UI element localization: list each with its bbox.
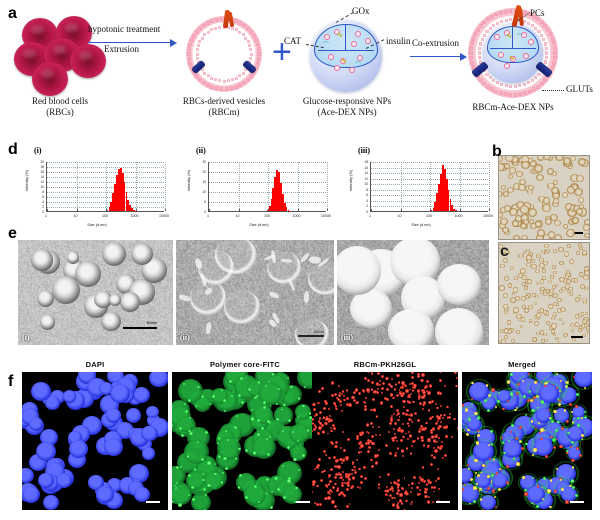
dls-chart-iii: 1 10 100 1000 10000 0 2 4 6 8 10 12 14 16 18 Size (d.nm… — [349, 155, 493, 227]
caption-rbcm-title: RBCs-derived vesicles — [182, 96, 266, 106]
confocal-merged-scalebar — [570, 501, 584, 503]
panel-b-micrograph — [498, 155, 590, 240]
panel-letter-d: d — [8, 141, 18, 158]
confocal-dapi-scalebar — [146, 501, 160, 503]
caption-rbcs: Red blood cells (RBCs) — [4, 96, 116, 118]
rbcm-vesicle-illustration — [186, 9, 262, 92]
confocal-pkh26-scalebar — [436, 501, 450, 503]
label-extrusion: Extrusion — [104, 44, 139, 54]
caption-np-title: Glucose-responsive NPs — [302, 96, 392, 106]
chart-id-ii: (ii) — [196, 146, 206, 155]
callout-insulin: insulin — [386, 36, 411, 46]
arrow1-head — [170, 38, 177, 47]
tem-id-iii: (iii) — [341, 333, 353, 342]
arrow1-line — [88, 42, 172, 43]
panel-letter-b: b — [492, 143, 502, 160]
tem-id-ii: (ii) — [180, 333, 190, 342]
callout-pcs: PCs — [530, 8, 545, 18]
tem-i-scalebar — [123, 326, 157, 329]
panel-letter-f: f — [8, 373, 14, 390]
tem-id-i: (i) — [22, 333, 30, 342]
callout-gluts: GLUTs — [566, 84, 593, 94]
caption-rbcm-ace-dex: RBCm-Ace-DEX NPs — [458, 102, 568, 113]
panel-f-header-merged: Merged — [508, 360, 536, 369]
ace-dex-np-illustration: ∿ ∿ ⌒ ⌒ — [310, 20, 382, 92]
callout-gox: GOx — [352, 6, 370, 16]
panel-letter-c: c — [500, 243, 509, 260]
chart-id-i: (i) — [34, 146, 42, 155]
arrow2-head — [460, 52, 467, 61]
callout-cat: CAT — [284, 36, 302, 46]
rbc-cluster-illustration — [14, 16, 106, 96]
panel-c-scalebar — [571, 336, 583, 338]
dls-chart-ii: 1 10 100 1000 10000 0 5 10 15 20 25 Size (d.nm) Inte… — [187, 155, 331, 227]
label-co-extrusion: Co-extrusion — [412, 38, 459, 48]
caption-rbcs-subtitle: (RBCs) — [46, 107, 74, 117]
tem-image-ii: 500nm — [176, 240, 334, 345]
caption-final-title: RBCm-Ace-DEX NPs — [472, 102, 554, 112]
confocal-merged — [462, 372, 592, 510]
tem-image-iii: 100nm — [337, 240, 489, 345]
caption-ace-dex-np: Glucose-responsive NPs (Ace-DEX NPs) — [292, 96, 402, 118]
panel-letter-e: e — [8, 225, 17, 242]
plus-symbol: + — [272, 33, 292, 71]
tem-i-scalebar-label: 500nm — [146, 321, 157, 325]
confocal-dapi — [22, 372, 168, 510]
caption-rbcm: RBCs-derived vesicles (RBCm) — [176, 96, 272, 118]
inner-ace-dex-np: ∿ ∿ ⌒ — [483, 23, 543, 83]
panel-letter-a: a — [8, 5, 17, 22]
chart-id-iii: (iii) — [358, 146, 370, 155]
caption-rbcs-title: Red blood cells — [32, 96, 88, 106]
panel-c-micrograph — [498, 242, 590, 344]
panel-a-schematic: a Red blood cells (RBCs) hypotonic treat… — [0, 0, 600, 136]
panel-f-header-fitc: Polymer core-FITC — [209, 360, 281, 369]
confocal-pkh26 — [312, 372, 458, 510]
panel-b-scalebar — [571, 232, 583, 234]
tem-image-i: 500nm — [18, 240, 173, 345]
label-hypotonic-treatment: hypotonic treatment — [88, 24, 161, 34]
panel-f-header-dapi: DAPI — [85, 360, 105, 369]
arrow2-line — [410, 56, 462, 57]
leader-gluts — [542, 90, 564, 91]
confocal-fitc-scalebar — [296, 501, 310, 503]
caption-np-subtitle: (Ace-DEX NPs) — [317, 107, 377, 117]
rbcm-ace-dex-np-illustration: ∿ ∿ ⌒ — [468, 4, 558, 98]
panel-f-header-pkh26: RBCm-PKH26GL — [353, 360, 417, 369]
dls-chart-i: 1 10 100 1000 10000 0 2 4 6 8 10 12 14 16 18 20 Size (d.… — [25, 155, 169, 227]
caption-rbcm-subtitle: (RBCm) — [208, 107, 240, 117]
confocal-fitc — [172, 372, 318, 510]
